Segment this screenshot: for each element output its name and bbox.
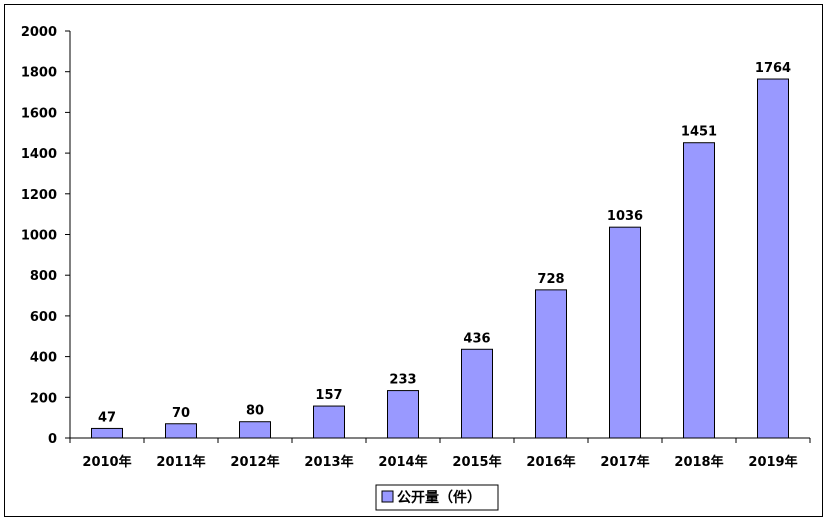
legend-box bbox=[375, 484, 499, 511]
data-label: 47 bbox=[98, 410, 116, 425]
x-axis: 2010年 2011年 2012年 2013年 2014年 2015年 2016年 2017年… bbox=[69, 437, 811, 470]
bar bbox=[91, 427, 123, 439]
y-tick-label: 1000 bbox=[21, 229, 57, 244]
data-label: 80 bbox=[246, 404, 264, 419]
bars bbox=[91, 78, 789, 439]
bar bbox=[757, 78, 789, 439]
y-tick-label: 200 bbox=[30, 391, 57, 406]
x-tick-label: 2013年 bbox=[304, 454, 353, 470]
data-labels: 47 70 80 157 233 436 728 1036 1451 1764 bbox=[98, 61, 791, 425]
x-tick-label: 2010年 bbox=[82, 454, 131, 470]
data-label: 1451 bbox=[681, 125, 717, 140]
bar bbox=[387, 390, 419, 439]
legend-label: 公开量（件） bbox=[397, 489, 481, 506]
bar bbox=[239, 421, 271, 439]
data-label: 1036 bbox=[607, 209, 643, 224]
y-tick-label: 800 bbox=[30, 269, 57, 284]
x-tick-label: 2011年 bbox=[156, 454, 205, 470]
bar bbox=[683, 142, 715, 439]
x-tick-label: 2019年 bbox=[748, 454, 797, 470]
x-tick-label: 2015年 bbox=[452, 454, 501, 470]
legend: 公开量（件） bbox=[375, 484, 499, 511]
legend-swatch bbox=[381, 490, 394, 503]
bar bbox=[535, 289, 567, 439]
x-tick-label: 2016年 bbox=[526, 454, 575, 470]
bar bbox=[313, 405, 345, 439]
x-tick-label: 2018年 bbox=[674, 454, 723, 470]
y-tick-label: 1200 bbox=[21, 188, 57, 203]
y-tick-label: 0 bbox=[48, 432, 57, 447]
y-tick-label: 1600 bbox=[21, 106, 57, 121]
y-tick-label: 1800 bbox=[21, 66, 57, 81]
bar bbox=[609, 226, 641, 439]
data-label: 157 bbox=[315, 388, 342, 403]
bar bbox=[165, 423, 197, 439]
data-label: 728 bbox=[537, 272, 564, 287]
y-axis: 0 200 400 600 800 1000 1200 1400 1600 1800 2000 bbox=[21, 25, 71, 447]
data-label: 436 bbox=[463, 331, 490, 346]
x-tick-label: 2012年 bbox=[230, 454, 279, 470]
bar bbox=[461, 348, 493, 439]
data-label: 233 bbox=[389, 373, 416, 388]
y-tick-label: 400 bbox=[30, 351, 57, 366]
data-label: 1764 bbox=[755, 61, 791, 76]
x-tick-label: 2017年 bbox=[600, 454, 649, 470]
y-tick-label: 2000 bbox=[21, 25, 57, 40]
y-tick-label: 600 bbox=[30, 310, 57, 325]
y-tick-label: 1400 bbox=[21, 147, 57, 162]
data-label: 70 bbox=[172, 406, 190, 421]
x-tick-label: 2014年 bbox=[378, 454, 427, 470]
